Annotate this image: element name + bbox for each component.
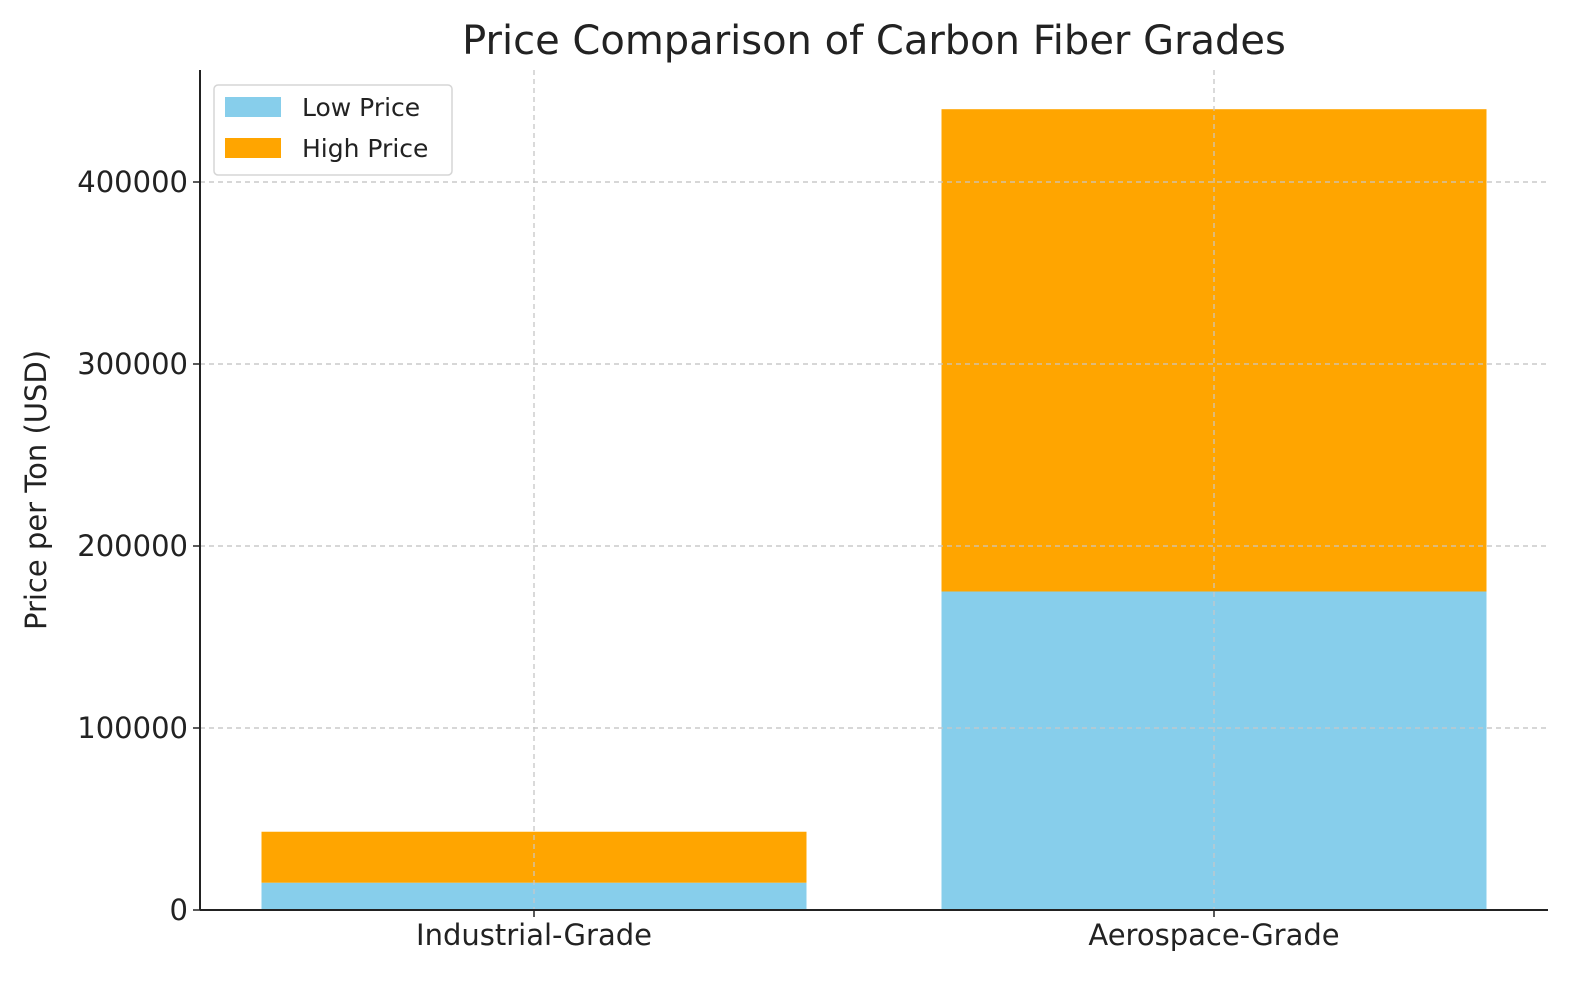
chart-title: Price Comparison of Carbon Fiber Grades (462, 18, 1286, 64)
legend-label: High Price (302, 134, 428, 163)
x-tick-label: Aerospace-Grade (1088, 918, 1339, 952)
legend-swatch (225, 97, 281, 117)
y-axis-label: Price per Ton (USD) (19, 350, 53, 630)
y-tick-label: 0 (170, 893, 188, 927)
legend: Low Price High Price (213, 84, 453, 176)
y-tick-label: 300000 (77, 347, 188, 381)
y-tick-label: 100000 (77, 711, 188, 745)
y-tick-label: 200000 (77, 529, 188, 563)
legend-swatch (225, 138, 281, 158)
x-tick-label: Industrial-Grade (416, 918, 652, 952)
legend-label: Low Price (302, 93, 420, 122)
y-tick-label: 400000 (77, 165, 188, 199)
bar-low-price-industrial-grade (261, 882, 807, 910)
